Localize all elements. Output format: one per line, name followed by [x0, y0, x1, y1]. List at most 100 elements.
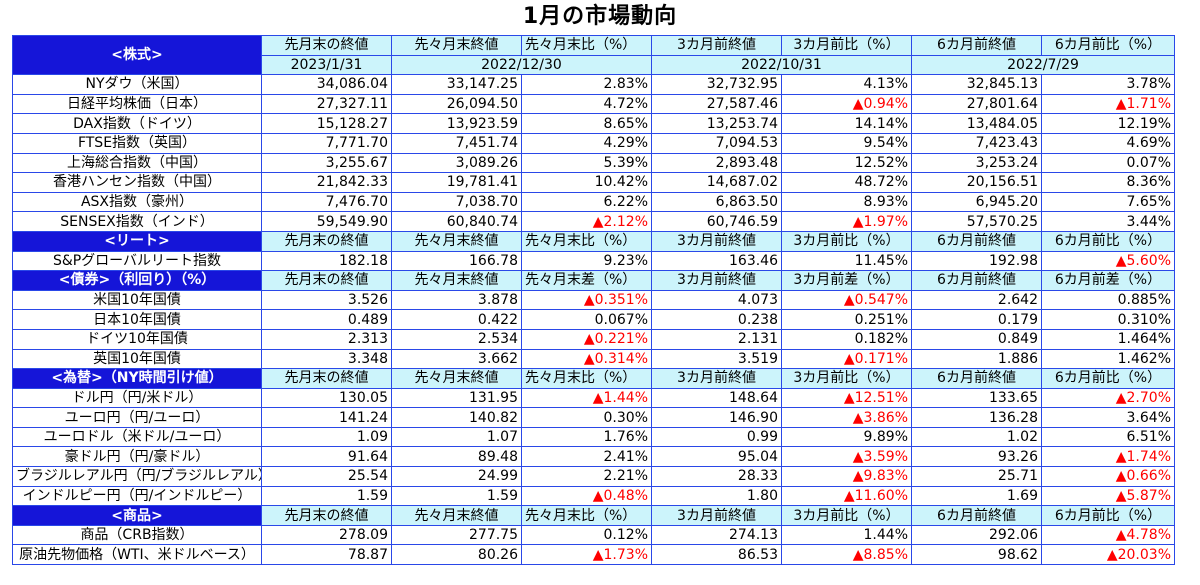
value-cell: 0.182% — [781, 328, 912, 350]
value-cell: ▲0.351% — [521, 289, 652, 311]
value-cell: 34,086.04 — [261, 74, 392, 95]
value-cell: 1.07 — [391, 426, 522, 448]
table-row: 原油先物価格（WTI、米ドルベース） 78.87 80.26 ▲1.73% 86.53 ▲… — [12, 544, 1175, 566]
value-cell: 25.71 — [911, 466, 1042, 487]
table-row: DAX指数（ドイツ） 15,128.27 13,923.59 8.65% 13,253.… — [12, 113, 1175, 134]
value-cell: 2.313 — [261, 328, 392, 350]
date-cell: 2022/10/31 — [651, 54, 912, 76]
value-cell: 3.662 — [391, 348, 522, 370]
value-cell: 4.073 — [651, 289, 782, 311]
table-row: S&Pグローバルリート指数 182.18 166.78 9.23% 163.46 11.4… — [12, 250, 1175, 272]
value-cell: 2.83% — [521, 74, 652, 95]
date-cell: 2023/1/31 — [261, 54, 392, 76]
value-cell: 1.80 — [651, 485, 782, 507]
column-header: 6カ月前終値 — [911, 35, 1042, 56]
column-header: 先々月末終値 — [391, 368, 522, 389]
date-row: 2023/1/31 2022/12/30 2022/10/31 2022/7/29 — [13, 54, 1175, 76]
value-cell: ▲11.60% — [781, 485, 912, 507]
table-row: ユーロ円（円/ユーロ） 141.24 140.82 0.30% 146.90 ▲3.86%… — [12, 407, 1175, 428]
section-header-row: <商品> 先月末の終値 先々月末終値 先々月末比（%） 3カ月前終値 3カ月前比（%） 6カ… — [12, 505, 1175, 526]
value-cell: 4.29% — [521, 132, 652, 154]
section-header-row: <為替>（NY時間引け値） 先月末の終値 先々月末終値 先々月末比（%） 3カ月前終値 3… — [12, 368, 1175, 389]
column-header: 6カ月前終値 — [911, 270, 1042, 291]
column-header: 3カ月前比（%） — [781, 368, 912, 389]
table-row: 上海総合指数（中国） 3,255.67 3,089.26 5.39% 2,893.48 1… — [12, 152, 1175, 174]
column-header: 先々月末終値 — [391, 230, 522, 252]
value-cell: 131.95 — [391, 387, 522, 409]
value-cell: 2.41% — [521, 446, 652, 468]
value-cell: 15,128.27 — [261, 113, 392, 134]
column-header: 先月末の終値 — [261, 230, 392, 252]
value-cell: 0.067% — [521, 309, 652, 330]
value-cell: 7,423.43 — [911, 132, 1042, 154]
value-cell: ▲1.73% — [521, 544, 652, 566]
value-cell: 2.534 — [391, 328, 522, 350]
page-title: 1月の市場動向 — [522, 4, 678, 29]
row-label: FTSE指数（英国） — [12, 132, 262, 154]
row-label: 香港ハンセン指数（中国） — [12, 172, 262, 193]
row-label: S&Pグローバルリート指数 — [12, 250, 262, 272]
value-cell: 8.93% — [781, 191, 912, 213]
column-header: 先月末の終値 — [261, 368, 392, 389]
value-cell: 91.64 — [261, 446, 392, 468]
value-cell: 163.46 — [651, 250, 782, 272]
section-header-row: <株式> 先月末の終値 先々月末終値 先々月末比（%） 3カ月前終値 3カ月前比（%） 6カ… — [12, 34, 1175, 76]
table-row: 日本10年国債 0.489 0.422 0.067% 0.238 0.251% 0.179 0… — [12, 309, 1175, 330]
value-cell: 3.519 — [651, 348, 782, 370]
value-cell: 14.14% — [781, 113, 912, 134]
value-cell: 24.99 — [391, 466, 522, 487]
column-header: 6カ月前終値 — [911, 368, 1042, 389]
value-cell: 6,945.20 — [911, 191, 1042, 213]
value-cell: 0.422 — [391, 309, 522, 330]
value-cell: 133.65 — [911, 387, 1042, 409]
value-cell: 0.238 — [651, 309, 782, 330]
value-cell: 12.19% — [1041, 113, 1175, 134]
value-cell: 13,923.59 — [391, 113, 522, 134]
value-cell: 19,781.41 — [391, 172, 522, 193]
value-cell: 0.179 — [911, 309, 1042, 330]
column-header: 先月末の終値 — [261, 270, 392, 291]
value-cell: 2,893.48 — [651, 152, 782, 174]
value-cell: ▲2.70% — [1041, 387, 1175, 409]
table-row: 日経平均株価（日本） 27,327.11 26,094.50 4.72% 27,587.… — [12, 93, 1175, 115]
value-cell: ▲0.48% — [521, 485, 652, 507]
value-cell: ▲0.547% — [781, 289, 912, 311]
table-row: ユーロドル（米ドル/ユーロ） 1.09 1.07 1.76% 0.99 9.89% 1.02… — [12, 426, 1175, 448]
value-cell: 60,840.74 — [391, 211, 522, 232]
value-cell: 86.53 — [651, 544, 782, 566]
value-cell: 0.30% — [521, 407, 652, 428]
value-cell: ▲3.86% — [781, 407, 912, 428]
market-table: <株式> 先月末の終値 先々月末終値 先々月末比（%） 3カ月前終値 3カ月前比（%） 6カ… — [12, 34, 1175, 566]
value-cell: 4.69% — [1041, 132, 1175, 154]
value-cell: 0.849 — [911, 328, 1042, 350]
column-header: 3カ月前終値 — [651, 270, 782, 291]
row-label: 商品（CRB指数） — [12, 524, 262, 546]
table-row: SENSEX指数（インド） 59,549.90 60,840.74 ▲2.12% 60,… — [12, 211, 1175, 232]
value-cell: 4.72% — [521, 93, 652, 115]
value-cell: 1.44% — [781, 524, 912, 546]
value-cell: 0.99 — [651, 426, 782, 448]
column-header: 先々月末終値 — [391, 270, 522, 291]
value-cell: ▲1.44% — [521, 387, 652, 409]
row-label: 英国10年国債 — [12, 348, 262, 370]
value-cell: 277.75 — [391, 524, 522, 546]
value-cell: 9.23% — [521, 250, 652, 272]
value-cell: 0.251% — [781, 309, 912, 330]
value-cell: ▲9.83% — [781, 466, 912, 487]
value-cell: 98.62 — [911, 544, 1042, 566]
value-cell: 59,549.90 — [261, 211, 392, 232]
section-header-row: <リート> 先月末の終値 先々月末終値 先々月末比（%） 3カ月前終値 3カ月前比（%） 6… — [12, 230, 1175, 252]
value-cell: ▲2.12% — [521, 211, 652, 232]
row-label: ユーロ円（円/ユーロ） — [12, 407, 262, 428]
value-cell: 9.89% — [781, 426, 912, 448]
value-cell: 136.28 — [911, 407, 1042, 428]
column-header: 6カ月前終値 — [911, 505, 1042, 526]
value-cell: ▲12.51% — [781, 387, 912, 409]
value-cell: 5.39% — [521, 152, 652, 174]
column-header: 6カ月前比（%） — [1041, 368, 1175, 389]
column-header: 3カ月前比（%） — [781, 230, 912, 252]
column-header: 3カ月前比（%） — [781, 35, 912, 56]
value-cell: 1.462% — [1041, 348, 1175, 370]
value-cell: ▲0.94% — [781, 93, 912, 115]
section-label: <リート> — [12, 230, 262, 252]
